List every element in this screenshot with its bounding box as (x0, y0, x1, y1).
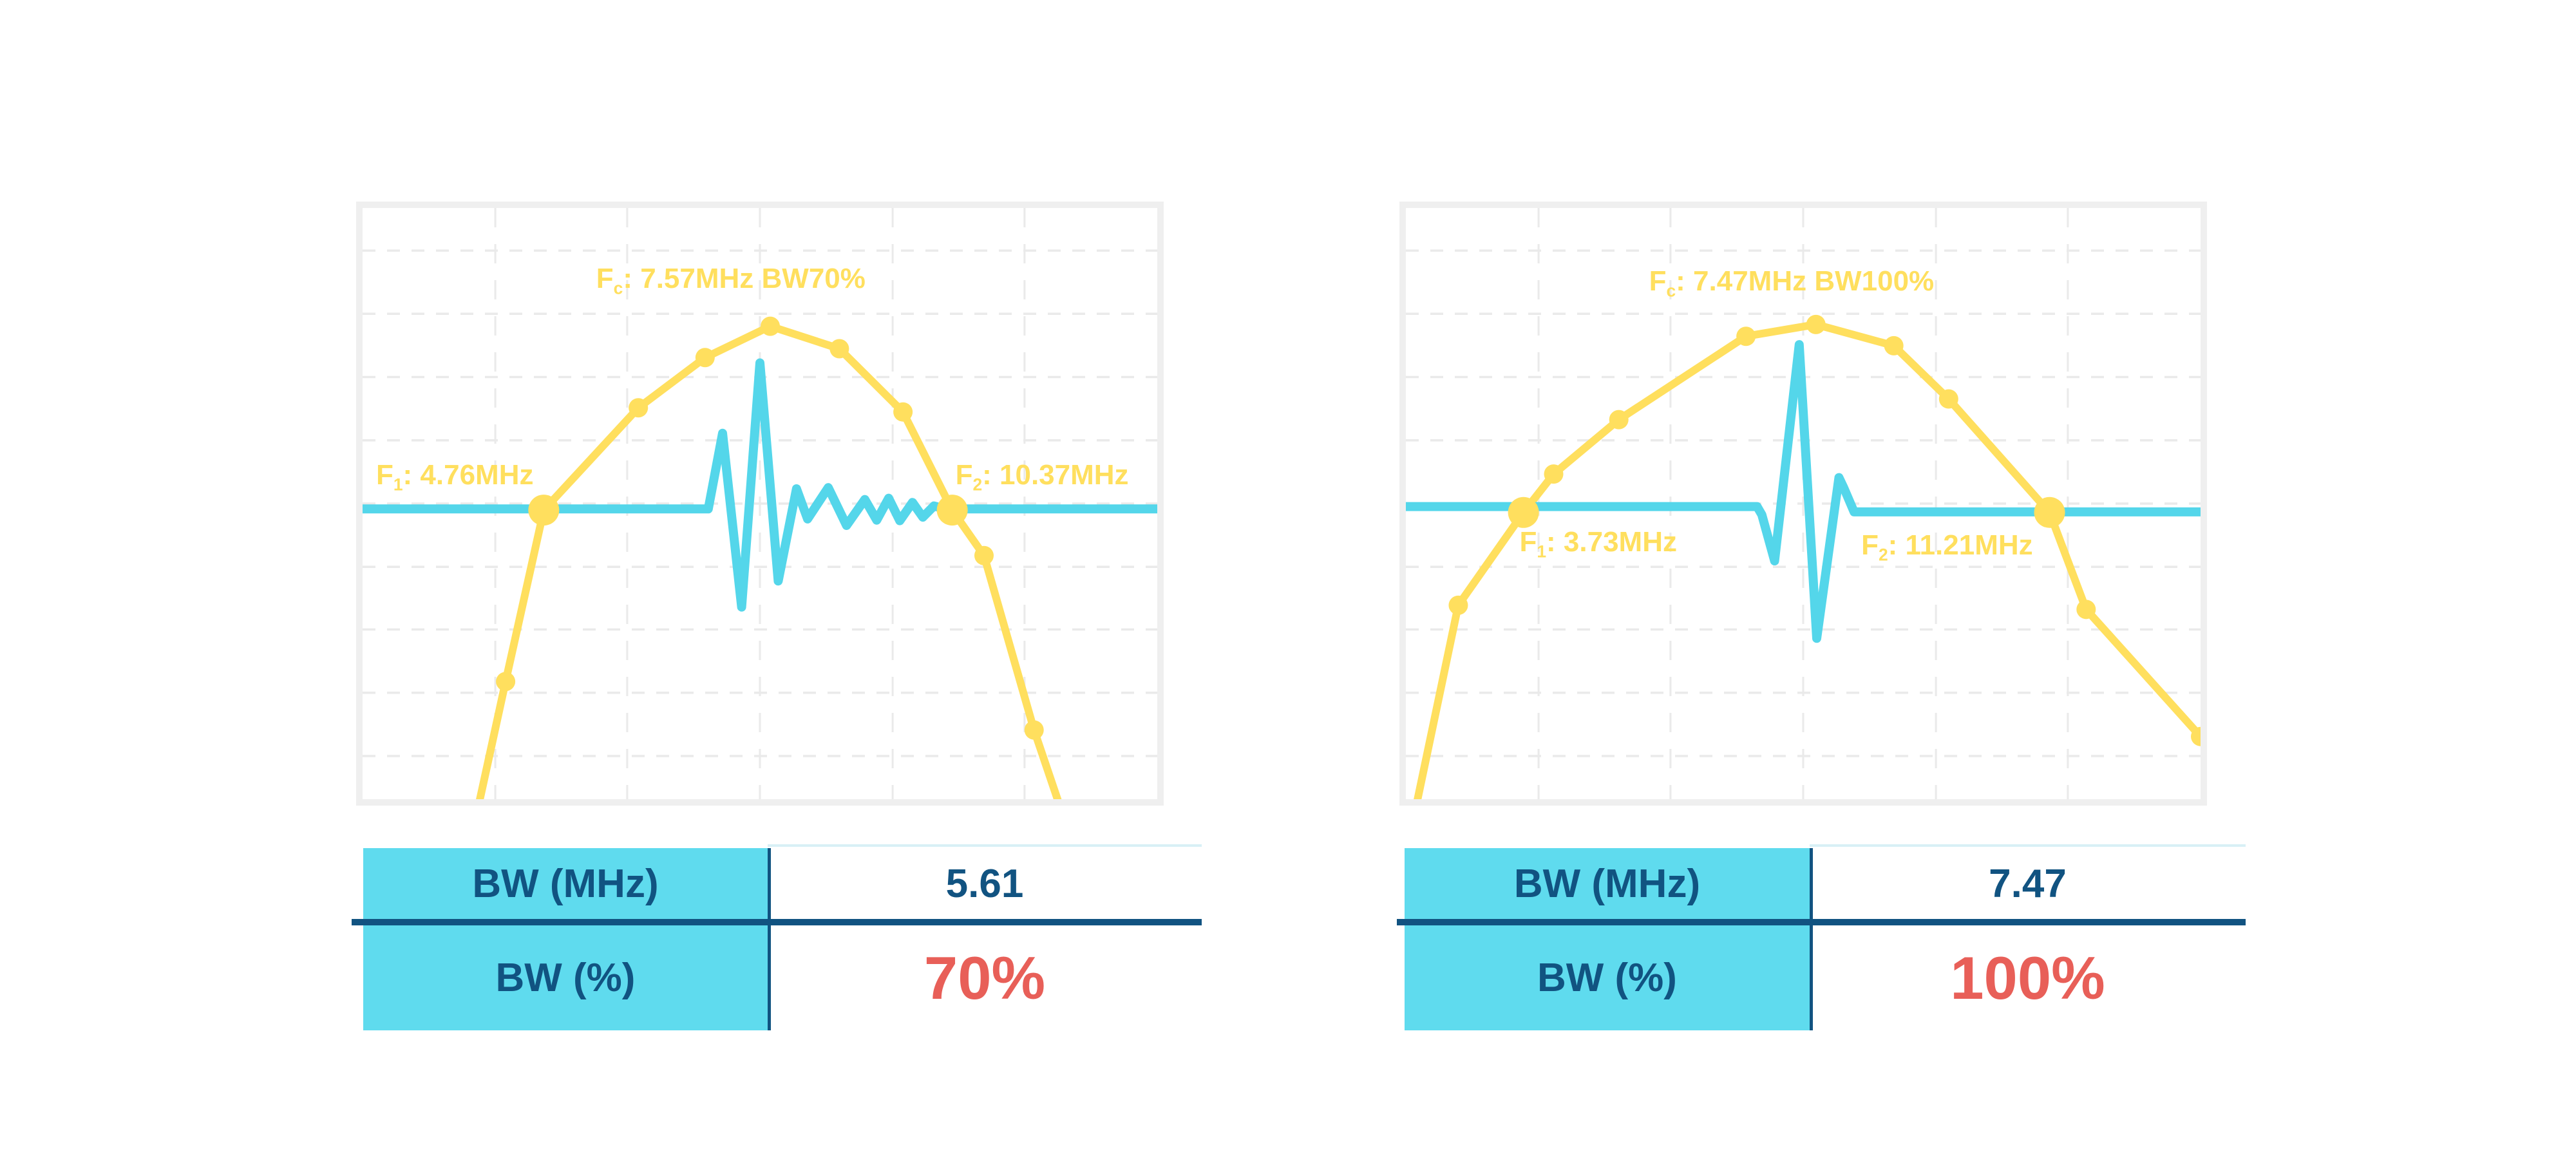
f2-annotation: F2: 11.21MHz (1861, 531, 2033, 563)
table-top-rule (768, 844, 1202, 847)
fc-label-subscript: c (1666, 280, 1676, 300)
bw-percent-value: 70% (923, 943, 1046, 1012)
fc-annotation: Fc: 7.47MHz BW100% (1649, 267, 1935, 299)
plot-area-bw70: Fc: 7.57MHz BW70% F1: 4.76MHz F2: 10.37M… (363, 208, 1157, 799)
fc-label-subscript: c (613, 278, 623, 298)
f2-label-prefix: F (955, 459, 973, 491)
f1-label-prefix: F (1519, 526, 1537, 558)
f1-label-text: : 4.76MHz (402, 459, 534, 491)
spectrum-pulse-plot (1406, 208, 2201, 799)
bw-percent-label: BW (%) (1537, 956, 1677, 1000)
f2-label-subscript: 2 (972, 475, 983, 495)
fc-annotation: Fc: 7.57MHz BW70% (596, 265, 866, 297)
fc-label-prefix: F (596, 263, 614, 295)
bw-mhz-value: 5.61 (945, 861, 1024, 906)
bw-mhz-value: 7.47 (1989, 861, 2067, 906)
f1-label-prefix: F (375, 459, 393, 491)
f2-label-subscript: 2 (1878, 545, 1888, 565)
f1-annotation: F1: 3.73MHz (1519, 526, 1677, 562)
f1-label-text: : 3.73MHz (1546, 526, 1677, 558)
spectrum-pulse-plot (363, 208, 1157, 799)
fc-label-text: : 7.47MHz BW100% (1676, 265, 1935, 297)
bw-mhz-label: BW (MHz) (1513, 861, 1701, 906)
plot-area-bw100: Fc: 7.47MHz BW100% F1: 3.73MHz F2: 11.21… (1406, 208, 2201, 799)
chart-panel-bw100: Fc: 7.47MHz BW100% F1: 3.73MHz F2: 11.21… (1399, 202, 2207, 806)
f2-label-text: : 10.37MHz (982, 459, 1129, 491)
table-row-divider (1397, 919, 2246, 925)
bw-percent-value: 100% (1950, 943, 2105, 1012)
table-column-divider (1810, 848, 1813, 1030)
chart-panel-bw70: Fc: 7.57MHz BW70% F1: 4.76MHz F2: 10.37M… (356, 202, 1164, 806)
table-header-column (363, 848, 768, 1030)
bw-mhz-label: BW (MHz) (472, 861, 659, 906)
table-header-column (1405, 848, 1810, 1030)
bw-percent-label: BW (%) (495, 956, 636, 1000)
f2-label-text: : 11.21MHz (1888, 529, 2033, 562)
table-top-rule (1810, 844, 2246, 847)
table-row-divider (352, 919, 1202, 925)
f1-label-subscript: 1 (1537, 542, 1547, 562)
f1-label-subscript: 1 (393, 475, 403, 495)
f1-annotation: F1: 4.76MHz (375, 459, 534, 495)
fc-label-prefix: F (1649, 265, 1667, 297)
f2-annotation: F2: 10.37MHz (955, 459, 1129, 495)
table-column-divider (768, 848, 771, 1030)
fc-label-text: : 7.57MHz BW70% (623, 263, 866, 295)
f2-label-prefix: F (1861, 529, 1879, 562)
